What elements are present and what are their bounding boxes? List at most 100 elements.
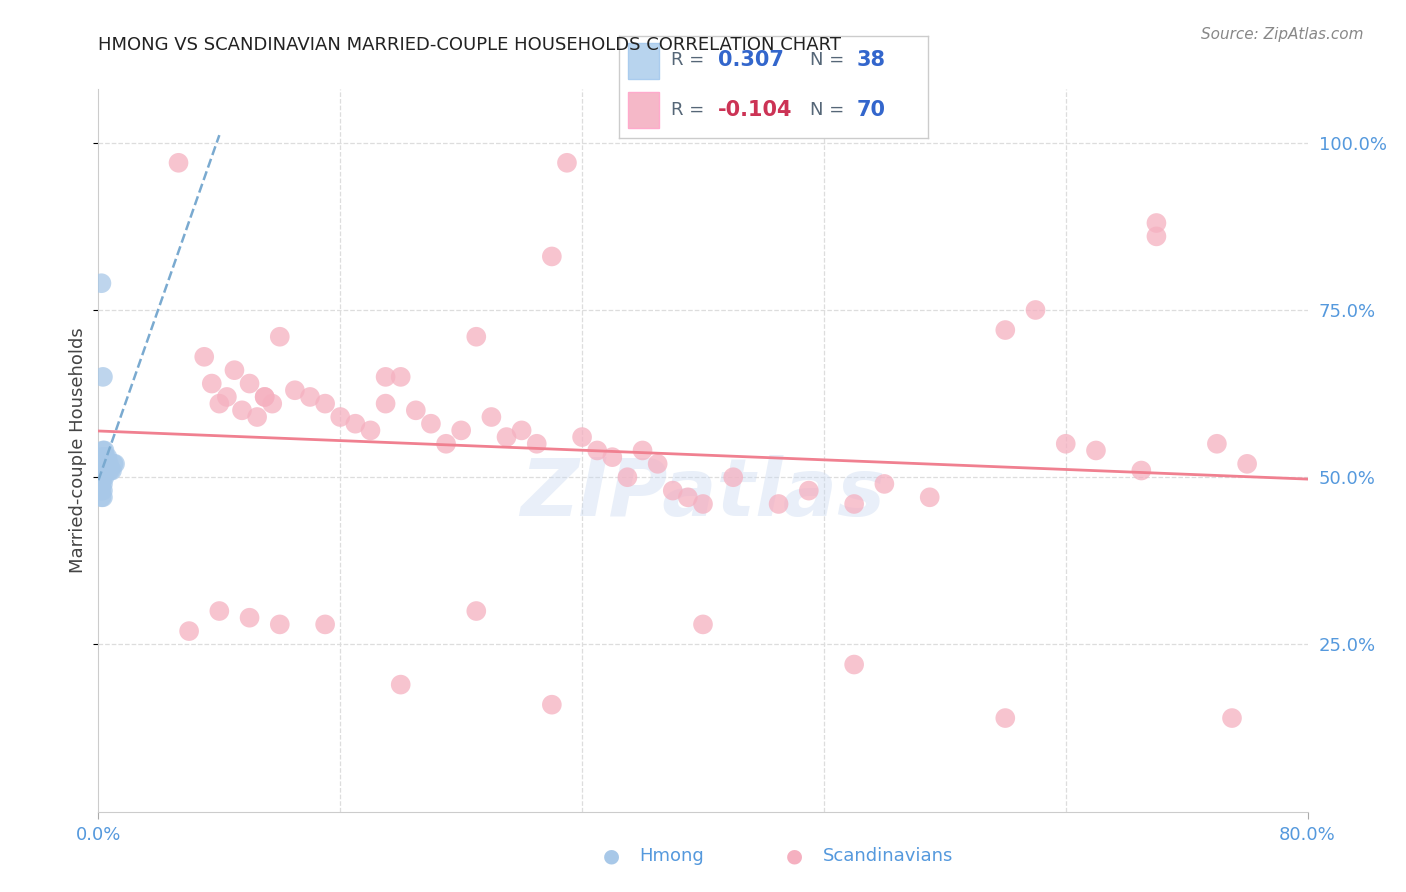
Text: 0.307: 0.307 — [717, 50, 783, 70]
Point — [314, 396, 336, 410]
Point — [90, 464, 112, 478]
Point — [100, 464, 122, 478]
Point — [360, 424, 382, 438]
Point — [631, 443, 654, 458]
Point — [329, 410, 352, 425]
Point — [208, 396, 231, 410]
Point — [797, 483, 820, 498]
Point — [193, 350, 215, 364]
Point — [768, 497, 790, 511]
Point — [510, 424, 533, 438]
Point — [994, 323, 1017, 337]
Point — [89, 457, 111, 471]
Point — [90, 491, 112, 505]
Point — [91, 450, 114, 465]
Point — [481, 410, 503, 425]
Point — [571, 430, 593, 444]
Point — [90, 476, 112, 491]
Point — [179, 624, 201, 639]
Text: Source: ZipAtlas.com: Source: ZipAtlas.com — [1201, 27, 1364, 42]
Text: N =: N = — [810, 52, 851, 70]
Point — [262, 396, 284, 410]
Point — [344, 417, 367, 431]
Text: HMONG VS SCANDINAVIAN MARRIED-COUPLE HOUSEHOLDS CORRELATION CHART: HMONG VS SCANDINAVIAN MARRIED-COUPLE HOU… — [98, 36, 841, 54]
Point — [723, 470, 745, 484]
Point — [93, 457, 115, 471]
Point — [1085, 443, 1108, 458]
Point — [98, 464, 121, 478]
Point — [1054, 436, 1077, 450]
Point — [90, 470, 112, 484]
Point — [1144, 216, 1167, 230]
Point — [201, 376, 224, 391]
Point — [602, 450, 624, 465]
Point — [299, 390, 322, 404]
Point — [844, 657, 866, 672]
Point — [1024, 303, 1046, 318]
Point — [96, 457, 118, 471]
Point — [676, 491, 699, 505]
Point — [420, 417, 443, 431]
Point — [239, 376, 262, 391]
Point — [873, 476, 896, 491]
Point — [465, 604, 488, 618]
Point — [269, 330, 291, 344]
Point — [208, 604, 231, 618]
Point — [647, 457, 669, 471]
Point — [93, 470, 115, 484]
Y-axis label: Married-couple Households: Married-couple Households — [69, 327, 87, 574]
Point — [405, 403, 427, 417]
Point — [526, 436, 548, 450]
Point — [844, 497, 866, 511]
Point — [94, 457, 117, 471]
Point — [434, 436, 457, 450]
Point — [94, 450, 117, 465]
Point — [91, 470, 114, 484]
Text: Hmong: Hmong — [640, 847, 704, 865]
Bar — [628, 43, 659, 78]
Text: R =: R = — [671, 101, 710, 119]
Point — [90, 450, 112, 465]
Point — [98, 457, 121, 471]
Text: ZIPatlas: ZIPatlas — [520, 455, 886, 533]
Point — [89, 470, 111, 484]
Point — [253, 390, 276, 404]
Point — [90, 483, 112, 498]
Point — [389, 369, 412, 384]
Point — [1220, 711, 1243, 725]
Point — [167, 156, 190, 170]
Point — [616, 470, 638, 484]
Text: 38: 38 — [856, 50, 886, 70]
Point — [239, 611, 262, 625]
Point — [91, 457, 114, 471]
Point — [692, 617, 714, 632]
Text: 70: 70 — [856, 100, 886, 120]
Point — [93, 443, 115, 458]
Point — [1236, 457, 1258, 471]
Point — [1144, 229, 1167, 244]
Point — [540, 698, 562, 712]
Point — [91, 464, 114, 478]
Point — [94, 464, 117, 478]
Point — [465, 330, 488, 344]
Point — [495, 430, 517, 444]
Point — [1206, 436, 1229, 450]
Bar — [628, 92, 659, 128]
Point — [90, 277, 112, 291]
Point — [555, 156, 578, 170]
Text: R =: R = — [671, 52, 710, 70]
Point — [918, 491, 941, 505]
Point — [93, 450, 115, 465]
Point — [374, 396, 396, 410]
Text: -0.104: -0.104 — [717, 100, 792, 120]
Point — [89, 476, 111, 491]
Point — [994, 711, 1017, 725]
Point — [314, 617, 336, 632]
Text: ●: ● — [603, 847, 620, 866]
Point — [224, 363, 246, 377]
Text: N =: N = — [810, 101, 851, 119]
Point — [1130, 464, 1153, 478]
Point — [91, 491, 114, 505]
Point — [104, 457, 127, 471]
Point — [101, 464, 124, 478]
